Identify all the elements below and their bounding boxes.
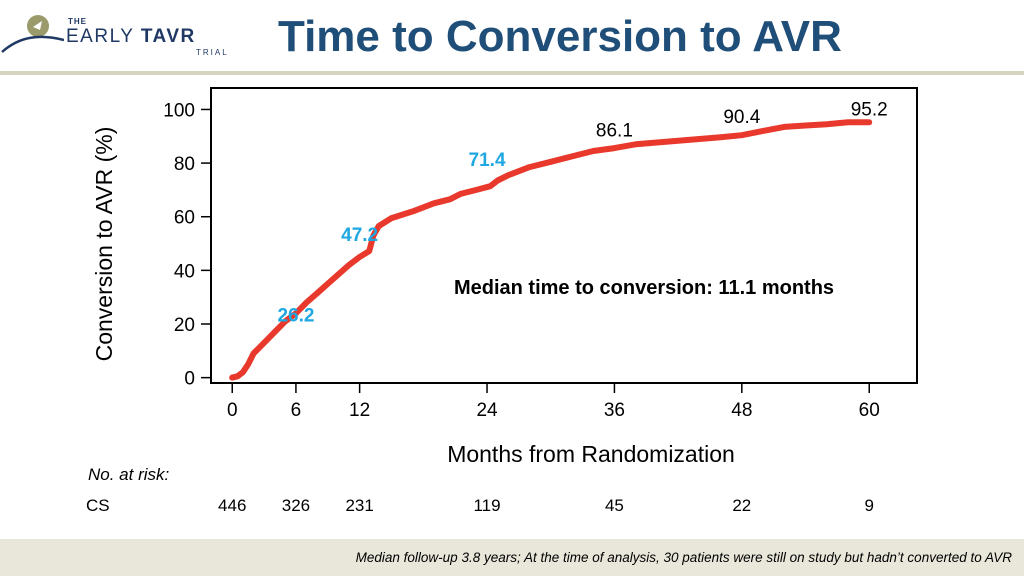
trial-logo: THE EARLY TAVR TRIAL <box>0 8 250 60</box>
logo-early: EARLY <box>66 26 135 47</box>
data-label: 95.2 <box>851 99 888 120</box>
y-axis: 0 20 40 60 80 100 <box>163 100 211 390</box>
x-axis-label: Months from Randomization <box>447 441 735 467</box>
x-tick-label: 6 <box>291 400 302 421</box>
slide-title: Time to Conversion to AVR <box>278 12 842 61</box>
x-tick-label: 36 <box>604 400 625 421</box>
data-label: 71.4 <box>469 150 506 171</box>
at-risk-count: 22 <box>732 496 752 515</box>
data-label: 47.2 <box>341 225 378 246</box>
y-tick-label: 40 <box>174 261 195 282</box>
data-label: 86.1 <box>596 121 633 142</box>
y-tick-label: 20 <box>174 315 195 336</box>
data-label: 26.2 <box>277 305 314 326</box>
y-tick-label: 80 <box>174 154 195 175</box>
footer-bar: Median follow-up 3.8 years; At the time … <box>0 539 1024 576</box>
median-callout: Median time to conversion: 11.1 months <box>454 277 834 299</box>
at-risk-count: 326 <box>281 496 311 515</box>
at-risk-count: 119 <box>473 496 501 515</box>
logo-tavr: TAVR <box>140 26 196 47</box>
at-risk-count: 231 <box>345 496 374 515</box>
x-axis: 0 6 12 24 36 48 60 <box>227 383 880 421</box>
at-risk-count: 9 <box>864 496 874 515</box>
y-tick-label: 60 <box>174 208 195 229</box>
logo-wordmark: EARLY TAVR <box>66 26 196 48</box>
data-labels: 26.2 47.2 71.4 86.1 90.4 95.2 <box>277 99 887 326</box>
logo-trial: TRIAL <box>196 48 229 57</box>
x-tick-label: 12 <box>349 400 370 421</box>
data-label: 90.4 <box>723 107 760 128</box>
plot-frame <box>210 87 918 384</box>
at-risk-count: 45 <box>604 496 624 515</box>
y-tick-label: 0 <box>184 369 195 390</box>
at-risk-heading: No. at risk: <box>88 465 170 484</box>
y-tick-label: 100 <box>163 100 195 121</box>
footer-note: Median follow-up 3.8 years; At the time … <box>355 550 1012 565</box>
x-tick-label: 60 <box>859 400 880 421</box>
x-tick-label: 0 <box>227 400 238 421</box>
series-line <box>229 119 873 381</box>
conversion-chart: 0 20 40 60 80 100 0 6 12 24 36 48 60 26.2 47.2 71.4 86… <box>91 87 918 467</box>
logo-swoosh-icon <box>1 15 64 53</box>
x-tick-label: 24 <box>476 400 498 421</box>
at-risk-count: 446 <box>218 496 247 515</box>
at-risk-group-label: CS <box>86 496 110 515</box>
x-tick-label: 48 <box>731 400 752 421</box>
title-divider <box>0 71 1024 75</box>
y-axis-label: Conversion to AVR (%) <box>91 127 117 362</box>
logo-the: THE <box>68 17 87 26</box>
